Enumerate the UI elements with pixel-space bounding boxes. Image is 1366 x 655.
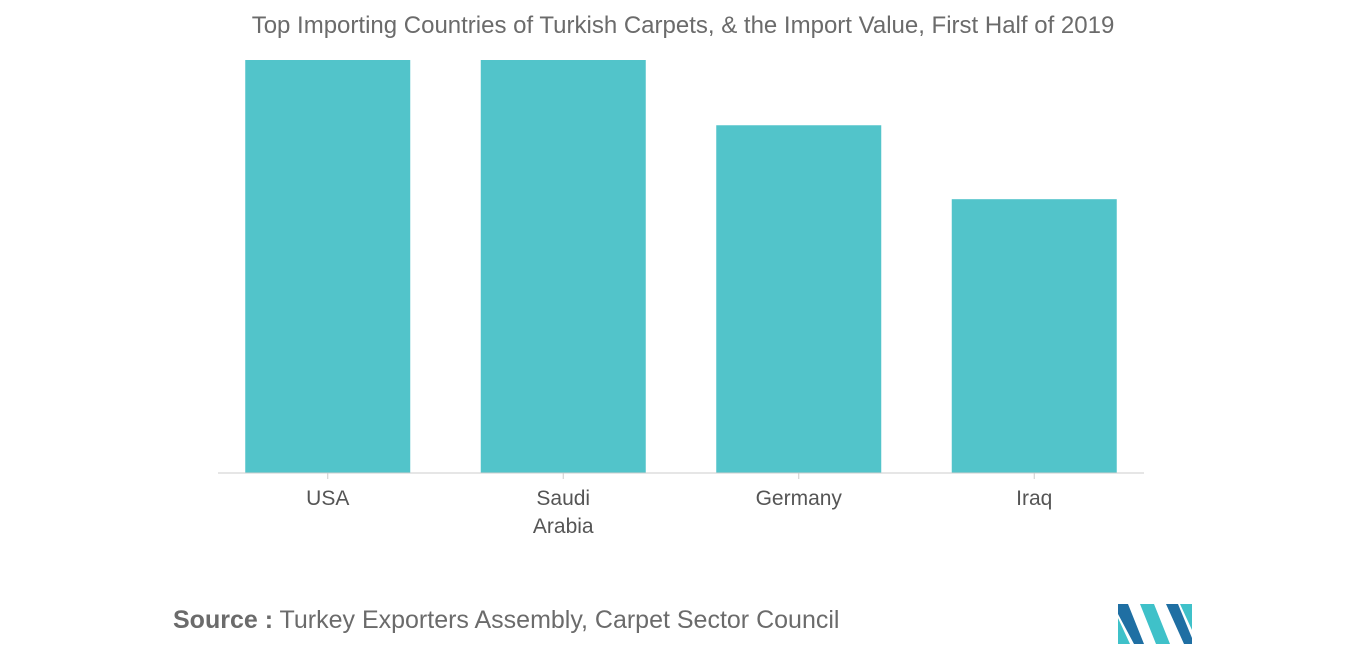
x-tick-labels: USA Saudi Arabia Germany Iraq	[306, 487, 1052, 538]
source-text: Turkey Exporters Assembly, Carpet Sector…	[273, 606, 840, 634]
logo-right-stroke	[1166, 604, 1192, 644]
source-label: Source :	[173, 606, 274, 634]
bar-usa	[245, 60, 411, 473]
bar-saudi-arabia	[480, 60, 646, 473]
chart-title: Top Importing Countries of Turkish Carpe…	[251, 12, 1115, 39]
bars-layer	[245, 60, 1117, 473]
source-note: Source : Turkey Exporters Assembly, Carp…	[173, 606, 839, 635]
bar-germany	[716, 125, 882, 473]
mordor-intelligence-logo-icon	[1118, 604, 1192, 644]
logo-left-stroke	[1118, 604, 1144, 644]
ticks-layer	[327, 473, 1035, 479]
logo-middle-stroke	[1140, 604, 1170, 644]
x-tick-label: Saudi Arabia	[533, 487, 594, 538]
bar-iraq	[951, 199, 1117, 473]
x-tick-label: USA	[306, 487, 349, 510]
x-tick-label: Germany	[756, 487, 843, 510]
x-tick-label: Iraq	[1016, 487, 1052, 510]
logo-left-base	[1118, 618, 1130, 644]
bar-chart: USA Saudi Arabia Germany Iraq	[218, 60, 1144, 538]
logo-right-bar	[1180, 604, 1192, 630]
